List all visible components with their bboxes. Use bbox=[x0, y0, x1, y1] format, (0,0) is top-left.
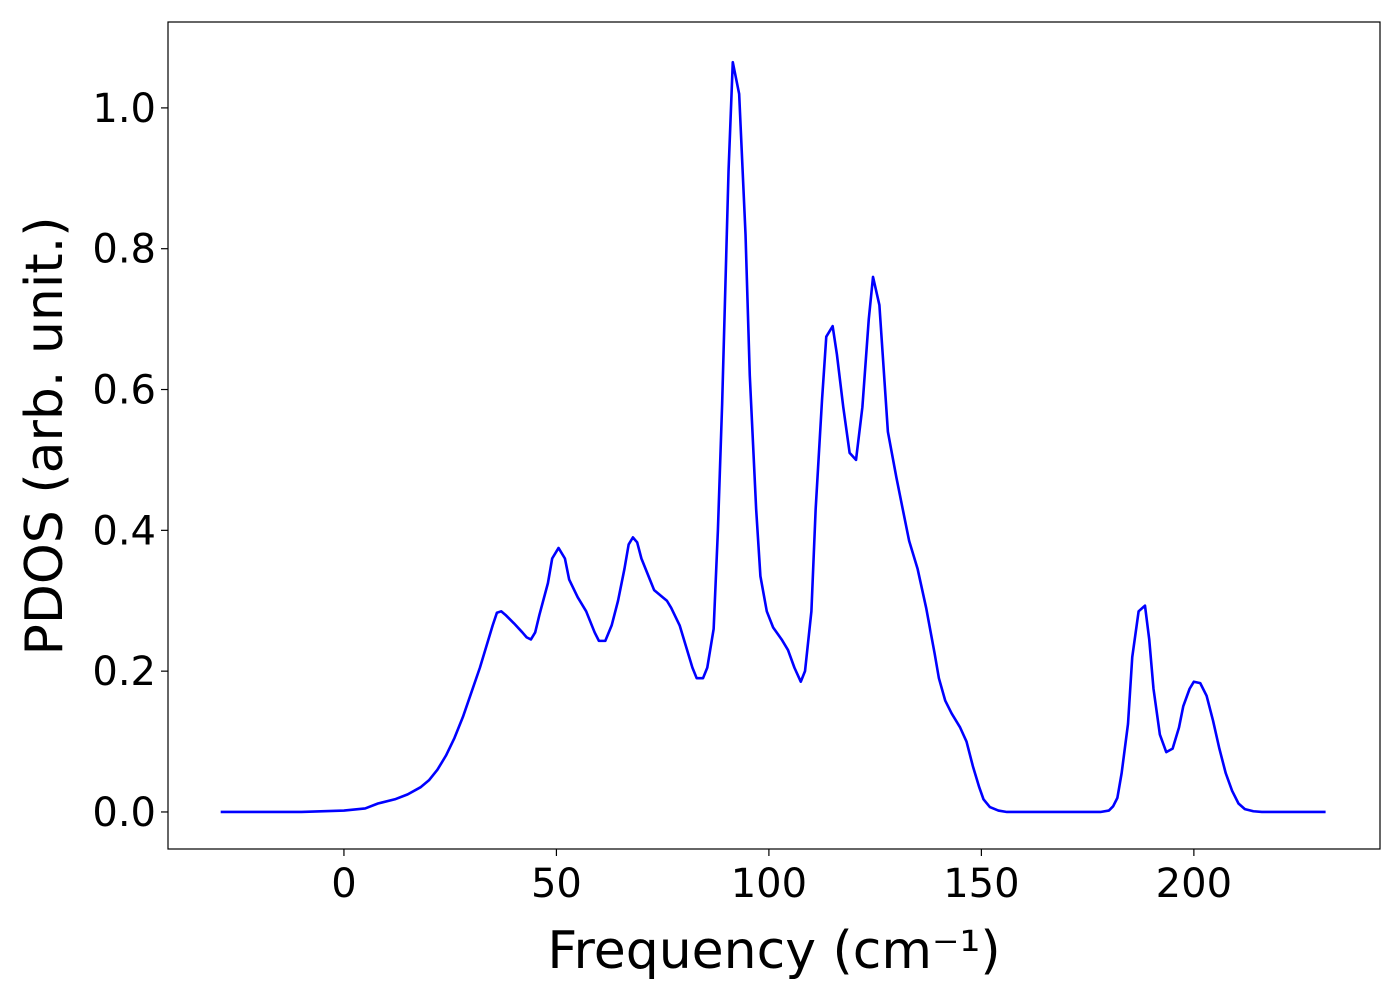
x-tick-label: 200 bbox=[1156, 861, 1232, 907]
x-tick-label: 0 bbox=[331, 861, 356, 907]
y-tick-label: 0.4 bbox=[92, 508, 156, 554]
y-tick-label: 1.0 bbox=[92, 86, 156, 132]
y-tick-label: 0.6 bbox=[92, 368, 156, 414]
y-tick-label: 0.2 bbox=[92, 649, 156, 695]
y-tick-label: 0.8 bbox=[92, 227, 156, 273]
y-tick-label: 0.0 bbox=[92, 790, 156, 836]
x-tick-label: 150 bbox=[943, 861, 1019, 907]
x-tick-label: 50 bbox=[531, 861, 582, 907]
plot-frame bbox=[167, 21, 1381, 850]
y-axis-label: PDOS (arb. unit.) bbox=[15, 216, 75, 655]
x-axis-label: Frequency (cm⁻¹) bbox=[547, 921, 1000, 981]
x-tick-label: 100 bbox=[731, 861, 807, 907]
data-line bbox=[220, 60, 1326, 814]
